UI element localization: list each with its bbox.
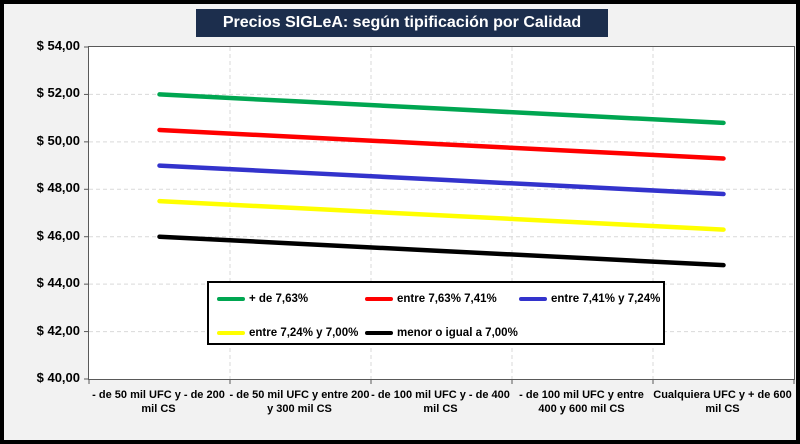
legend-label: menor o igual a 7,00% bbox=[397, 327, 518, 339]
legend-swatch bbox=[365, 331, 393, 335]
plot-area bbox=[84, 46, 795, 384]
y-tick-label: $ 44,00 bbox=[36, 275, 80, 291]
legend-item: entre 7,63% 7,41% bbox=[365, 291, 497, 307]
legend-swatch bbox=[217, 331, 245, 335]
x-category-label: - de 100 mil UFC y entre 400 y 600 mil C… bbox=[519, 389, 644, 416]
legend-label: entre 7,63% 7,41% bbox=[397, 293, 497, 305]
y-tick-label: $ 40,00 bbox=[36, 370, 80, 385]
legend-swatch bbox=[217, 297, 245, 301]
legend-swatch bbox=[519, 297, 547, 301]
y-tick-label: $ 50,00 bbox=[36, 132, 80, 148]
legend-item: menor o igual a 7,00% bbox=[365, 325, 518, 341]
y-tick-label: $ 48,00 bbox=[36, 180, 80, 196]
legend-label: + de 7,63% bbox=[249, 293, 309, 305]
legend-label: entre 7,24% y 7,00% bbox=[249, 327, 359, 339]
y-tick-label: $ 42,00 bbox=[36, 322, 80, 338]
x-category-label: - de 50 mil UFC y entre 200 y 300 mil CS bbox=[229, 389, 370, 416]
legend-label: entre 7,41% y 7,24% bbox=[551, 293, 661, 305]
legend-item: entre 7,24% y 7,00% bbox=[217, 325, 358, 341]
x-category-label: - de 50 mil UFC y - de 200 mil CS bbox=[92, 389, 225, 416]
y-tick-label: $ 52,00 bbox=[36, 85, 80, 101]
y-tick-label: $ 46,00 bbox=[36, 227, 80, 243]
y-tick-label: $ 54,00 bbox=[36, 38, 80, 53]
legend: + de 7,63% entre 7,63% 7,41% entre 7,41% y… bbox=[207, 281, 665, 345]
chart-title: Precios SIGLeA: según tipificación por C… bbox=[196, 9, 608, 37]
legend-item: entre 7,41% y 7,24% bbox=[519, 291, 660, 307]
x-category-label: - de 100 mil UFC y - de 400 mil CS bbox=[371, 389, 510, 416]
legend-item: + de 7,63% bbox=[217, 291, 308, 307]
x-category-label: Cualquiera UFC y + de 600 mil CS bbox=[653, 389, 792, 416]
legend-swatch bbox=[365, 297, 393, 301]
